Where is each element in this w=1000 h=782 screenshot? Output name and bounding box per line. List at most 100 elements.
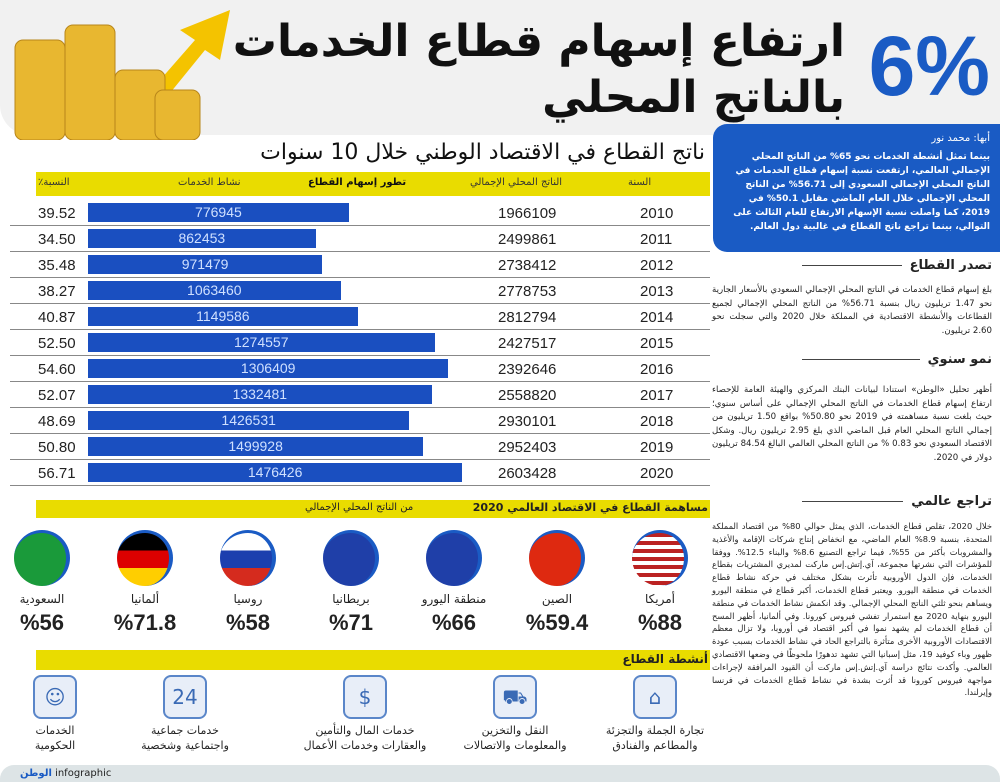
year: 2014 xyxy=(640,309,674,326)
country-value: %71.8 xyxy=(113,610,177,635)
services-bar: 1499928 xyxy=(88,437,424,456)
year: 2019 xyxy=(640,439,674,456)
world-header xyxy=(36,500,710,518)
flag-icon xyxy=(323,530,379,586)
footer: الوطن infographic xyxy=(0,765,1000,782)
country-name: منطقة اليورو xyxy=(421,592,487,606)
gdp-value: 2812794 xyxy=(498,309,557,326)
services-bar: 1476426 xyxy=(88,463,463,482)
table-row: 2016 2392646 1306409 54.60 xyxy=(10,356,710,382)
section-heading: تصدر القطاع xyxy=(712,258,992,273)
year: 2011 xyxy=(640,231,673,248)
section-text: أظهر تحليل «الوطن» استنادا لبيانات البنك… xyxy=(712,385,993,463)
year: 2018 xyxy=(640,413,674,430)
table-row: 2019 2952403 1499928 50.80 xyxy=(10,434,710,460)
country-value: %66 xyxy=(431,610,477,635)
activities-title: أنشطة القطاع xyxy=(622,652,708,666)
year: 2012 xyxy=(640,257,674,274)
activity-label: واجتماعية وشخصية xyxy=(141,739,229,752)
activity-item: ⌂ تجارة الجملة والتجزئة والمطاعم والفناد… xyxy=(580,675,730,753)
country-value: %71 xyxy=(328,610,374,635)
services-bar: 1306409 xyxy=(88,359,449,378)
services-bar: 862453 xyxy=(88,229,316,248)
ratio-value: 52.07 xyxy=(38,387,76,404)
gdp-value: 2499861 xyxy=(498,231,557,248)
activity-label: خدمات جماعية xyxy=(151,724,219,737)
money-icon: $ xyxy=(343,675,387,719)
col-year: السنة xyxy=(628,177,652,188)
year: 2020 xyxy=(640,465,674,482)
services-bar: 776945 xyxy=(88,203,349,222)
table-row: 2012 2738412 971479 35.48 xyxy=(10,252,710,278)
ratio-value: 39.52 xyxy=(38,205,76,222)
year: 2016 xyxy=(640,361,674,378)
year: 2010 xyxy=(640,205,674,222)
activity-label: النقل والتخزين xyxy=(481,724,549,737)
gdp-value: 2427517 xyxy=(498,335,557,352)
ratio-value: 48.69 xyxy=(38,413,76,430)
year: 2017 xyxy=(640,387,674,404)
col-gdp: الناتج المحلي الإجمالي xyxy=(470,177,563,188)
ratio-value: 56.71 xyxy=(38,465,76,482)
flag-icon xyxy=(220,530,276,586)
gdp-value: 2738412 xyxy=(498,257,557,274)
country-name: روسيا xyxy=(233,592,263,606)
online-service-icon: ☺ xyxy=(33,675,77,719)
activity-item: $ خدمات المال والتأمين والعقارات وخدمات … xyxy=(290,675,440,753)
activity-label: الخدمات xyxy=(35,724,75,737)
services-bar: 971479 xyxy=(88,255,323,274)
gdp-value: 2603428 xyxy=(498,465,557,482)
gdp-value: 1966109 xyxy=(498,205,557,222)
table-row: 2017 2558820 1332481 52.07 xyxy=(10,382,710,408)
intro-box: أبها: محمد نور بينما تمثل أنشطة الخدمات … xyxy=(713,124,1000,252)
services-bar: 1274557 xyxy=(88,333,435,352)
flag-icon xyxy=(117,530,173,586)
flag-icon xyxy=(632,530,688,586)
headline-percent: 6% xyxy=(868,19,990,113)
col-trend: تطور إسهام القطاع xyxy=(308,177,407,188)
headline: ارتفاع إسهام قطاع الخدمات بالناتج المحلي xyxy=(232,16,845,123)
table-title: ناتج القطاع في الاقتصاد الوطني خلال 10 س… xyxy=(260,140,705,165)
country-name: ألمانيا xyxy=(130,592,160,606)
ratio-value: 35.48 xyxy=(38,257,76,274)
section-heading: تراجع عالمي xyxy=(712,494,992,509)
activity-item: ☺ الخدمات الحكومية xyxy=(0,675,130,753)
table-row: 2015 2427517 1274557 52.50 xyxy=(10,330,710,356)
ratio-value: 52.50 xyxy=(38,335,76,352)
activity-label: الحكومية xyxy=(34,739,76,752)
section-text: خلال 2020، تقلص قطاع الخدمات، الذي يمثل … xyxy=(712,521,993,698)
ratio-value: 34.50 xyxy=(38,231,76,248)
year: 2013 xyxy=(640,283,674,300)
ratio-value: 40.87 xyxy=(38,309,76,326)
country-name: السعودية xyxy=(19,592,65,606)
country-value: %59.4 xyxy=(525,610,589,635)
country-name: الصين xyxy=(541,592,573,606)
activity-label: والعقارات وخدمات الأعمال xyxy=(303,739,427,752)
ratio-value: 38.27 xyxy=(38,283,76,300)
services-bar: 1063460 xyxy=(88,281,341,300)
country-value: %58 xyxy=(225,610,271,635)
footer-label: infographic xyxy=(55,768,112,779)
table-header xyxy=(36,172,710,196)
gdp-value: 2558820 xyxy=(498,387,557,404)
activity-label: تجارة الجملة والتجزئة xyxy=(605,724,705,737)
activity-item: 24 خدمات جماعية واجتماعية وشخصية xyxy=(110,675,260,753)
table-row: 2013 2778753 1063460 38.27 xyxy=(10,278,710,304)
col-ratio: النسبة٪ xyxy=(38,177,70,188)
gdp-value: 2392646 xyxy=(498,361,557,378)
author: أبها: محمد نور xyxy=(931,133,990,144)
services-bar: 1332481 xyxy=(88,385,432,404)
truck-icon: ⛟ xyxy=(493,675,537,719)
activities-header xyxy=(36,650,710,670)
coins-arrow-illustration xyxy=(14,10,230,140)
country-name: بريطانيا xyxy=(332,592,370,606)
gdp-value: 2778753 xyxy=(498,283,557,300)
gdp-value: 2930101 xyxy=(498,413,557,430)
section-text: بلغ إسهام قطاع الخدمات في الناتج المحلي … xyxy=(712,285,992,336)
flag-icon xyxy=(14,530,70,586)
country-value: %88 xyxy=(637,610,683,635)
country-name: أمريكا xyxy=(644,592,675,606)
flag-icon xyxy=(529,530,585,586)
year: 2015 xyxy=(640,335,674,352)
world-title: مساهمة القطاع في الاقتصاد العالمي 2020 xyxy=(472,501,708,514)
